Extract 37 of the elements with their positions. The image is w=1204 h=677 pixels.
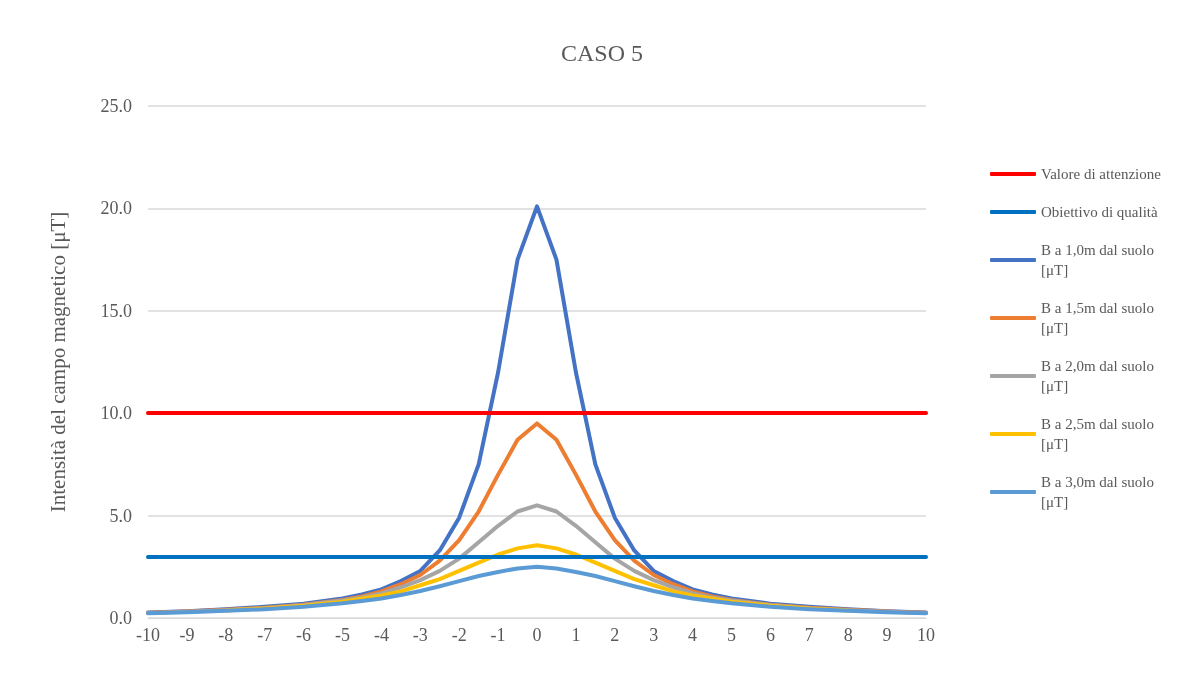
x-tick-label: 6: [765, 625, 775, 645]
legend-label: B a 1,5m dal suolo [μT]: [1041, 300, 1158, 336]
x-tick-label: 7: [804, 625, 814, 645]
x-tick-label: -10: [136, 625, 160, 645]
x-tick-label: -1: [490, 625, 506, 645]
y-tick-label: 5.0: [109, 505, 132, 526]
y-tick-label: 10.0: [100, 403, 132, 424]
x-tick-label: -5: [335, 625, 350, 645]
line-series: [146, 564, 928, 616]
x-tick-label: -2: [451, 625, 467, 645]
x-tick-label: -9: [179, 625, 195, 645]
x-tick-label: -4: [373, 625, 389, 645]
legend-label: Obiettivo di qualità: [1041, 204, 1158, 220]
y-tick-label: 25.0: [100, 96, 132, 116]
legend-label: B a 3,0m dal suolo [μT]: [1041, 474, 1158, 510]
x-tick-label: 1: [571, 625, 581, 645]
chart-title: CASO 5: [560, 40, 644, 66]
x-tick-label: 10: [917, 625, 935, 645]
legend-label: B a 2,5m dal suolo [μT]: [1041, 416, 1158, 452]
y-tick-label: 20.0: [100, 198, 132, 219]
x-tick-label: -7: [257, 625, 273, 645]
legend-label: Valore di attenzione: [1041, 166, 1162, 182]
x-tick-label: -6: [296, 625, 312, 645]
x-tick-label: 3: [649, 625, 659, 645]
x-tick-label: 9: [882, 625, 892, 645]
x-tick-label: 5: [727, 625, 736, 645]
x-tick-label: 0: [532, 625, 542, 645]
x-tick-label: 4: [688, 625, 698, 645]
x-tick-label: -3: [412, 625, 428, 645]
legend-label: B a 1,0m dal suolo [μT]: [1041, 242, 1158, 278]
y-tick-label: 0.0: [109, 608, 132, 628]
x-tick-label: -8: [218, 625, 234, 645]
y-tick-label: 15.0: [100, 300, 132, 321]
legend-label: B a 2,0m dal suolo [μT]: [1041, 358, 1158, 394]
x-tick-label: 8: [843, 625, 853, 645]
y-axis-title: Intensità del campo magnetico [μT]: [45, 211, 70, 513]
x-tick-label: 2: [610, 625, 620, 645]
